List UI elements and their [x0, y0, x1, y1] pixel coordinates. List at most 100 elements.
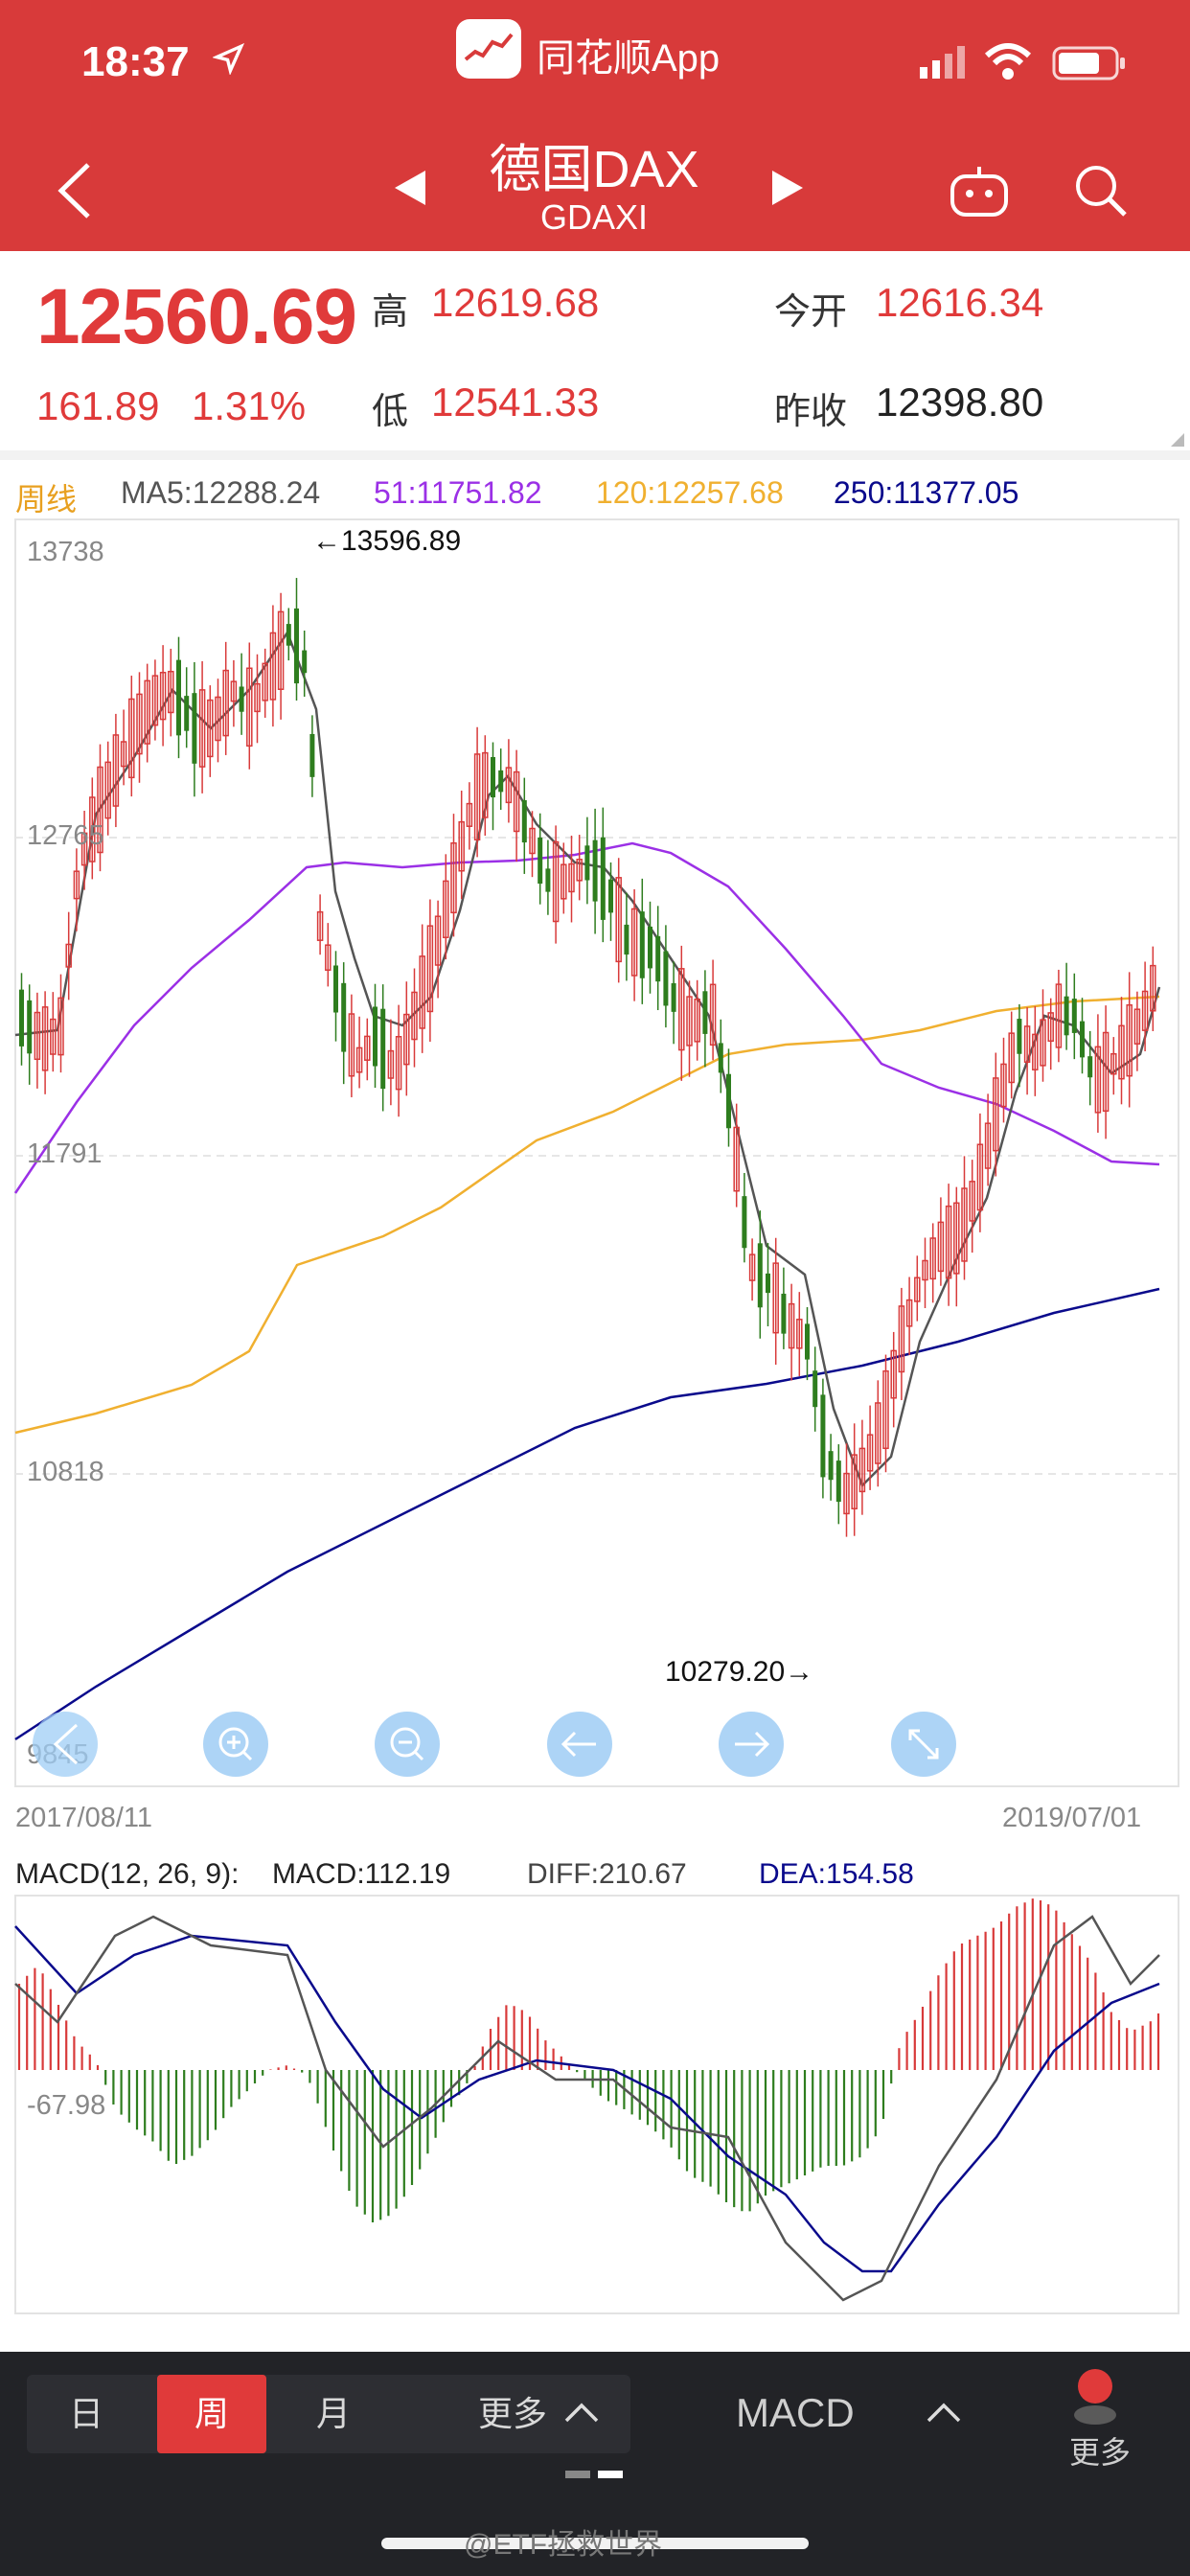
candle-up	[65, 943, 72, 968]
candle-up	[1102, 1031, 1110, 1113]
candle-down	[380, 1008, 386, 1090]
chevron-up-icon[interactable]	[563, 2400, 600, 2425]
more-button[interactable]: 更多	[1069, 2435, 1132, 2470]
candle-up	[458, 820, 465, 872]
candle-up	[41, 1006, 49, 1071]
back-button[interactable]	[56, 161, 94, 220]
candle-up	[961, 1187, 968, 1262]
candle-up	[355, 1046, 363, 1073]
arrow-right-icon[interactable]	[719, 1712, 784, 1777]
y-tick-label: 11791	[27, 1138, 103, 1169]
candle-up	[151, 675, 159, 726]
current-price: 12560.69	[36, 273, 357, 360]
candle-up	[1023, 1025, 1031, 1064]
candle-up	[1150, 964, 1156, 1012]
kline-chart[interactable]: 13738 12765 11791 10818 9845 ←13596.89 1…	[0, 0, 1190, 2348]
tab-more[interactable]: 更多	[477, 2394, 547, 2433]
candle-up	[937, 1221, 945, 1273]
price-change: 161.89	[36, 383, 160, 428]
back-circle-icon[interactable]	[33, 1712, 98, 1777]
candle-down	[742, 1196, 747, 1249]
low-label: 低	[372, 392, 409, 432]
candle-down	[1087, 1056, 1093, 1078]
candle-up	[168, 670, 174, 714]
candle-down	[1071, 999, 1077, 1033]
candle-up	[576, 859, 583, 882]
candle-up	[403, 1013, 410, 1066]
candle-down	[600, 837, 606, 920]
tab-week[interactable]: 周	[157, 2375, 266, 2453]
candle-up	[450, 841, 457, 914]
fullscreen-icon[interactable]	[891, 1712, 956, 1777]
period-label[interactable]: 周线	[15, 482, 78, 517]
candle-down	[491, 756, 495, 798]
tab-day[interactable]: 日	[68, 2394, 103, 2433]
candle-up	[348, 1013, 355, 1077]
candle-up	[796, 1319, 803, 1349]
candle-down	[835, 1460, 841, 1503]
candle-up	[144, 679, 150, 745]
candle-down	[294, 608, 299, 684]
candle-down	[812, 1370, 818, 1408]
indicator-selector[interactable]: MACD	[736, 2390, 855, 2435]
candle-up	[136, 693, 143, 755]
candle-up	[112, 734, 120, 807]
candle-up	[395, 1035, 402, 1091]
candle-up	[851, 1454, 858, 1510]
arrow-left-icon[interactable]	[547, 1712, 612, 1777]
candle-down	[309, 733, 315, 777]
candle-up	[890, 1349, 897, 1399]
candle-up	[89, 796, 96, 862]
macd-chart-frame	[14, 1895, 1179, 2314]
candle-down	[655, 935, 661, 982]
candle-down	[820, 1394, 826, 1478]
candle-up	[1055, 983, 1063, 1048]
candle-down	[176, 659, 181, 736]
candle-down	[648, 926, 652, 969]
candle-up	[552, 840, 560, 923]
next-index-button[interactable]	[768, 169, 807, 207]
robot-assistant-icon[interactable]	[949, 163, 1010, 218]
zoom-out-icon[interactable]	[375, 1712, 440, 1777]
candle-up	[215, 696, 221, 742]
ma5-legend: MA5:12288.24	[121, 475, 321, 510]
candle-up	[1118, 1024, 1125, 1080]
candle-down	[192, 693, 197, 764]
dea-line	[14, 1925, 1160, 2273]
candle-down	[27, 1000, 33, 1054]
zoom-in-icon[interactable]	[203, 1712, 268, 1777]
candle-up	[73, 870, 80, 900]
battery-icon	[1052, 46, 1125, 80]
ma120-legend: 120:12257.68	[596, 475, 784, 510]
diff-value: DIFF:210.67	[527, 1858, 687, 1890]
chevron-up-icon[interactable]	[926, 2400, 962, 2425]
candle-down	[584, 845, 590, 881]
watermark: @ETF拯救世界	[464, 2529, 663, 2561]
candle-down	[333, 965, 338, 1013]
candle-up	[969, 1181, 975, 1222]
candle-up	[709, 983, 717, 1046]
candle-up	[843, 1472, 850, 1515]
low-value: 12541.33	[431, 380, 600, 425]
candle-up	[198, 689, 206, 768]
search-icon[interactable]	[1071, 161, 1129, 218]
candle-up	[561, 863, 567, 900]
expand-corner-icon[interactable]	[1171, 433, 1184, 447]
candle-up	[953, 1202, 960, 1275]
candle-up	[159, 672, 167, 721]
prev-index-button[interactable]	[391, 169, 429, 207]
candle-up	[316, 910, 324, 941]
candle-down	[341, 982, 347, 1052]
candle-up	[513, 770, 520, 833]
candle-up	[207, 699, 214, 758]
tab-month[interactable]: 月	[315, 2394, 351, 2433]
candle-up	[1133, 1008, 1141, 1045]
more-user-icon[interactable]	[1071, 2367, 1119, 2425]
candle-up	[1040, 1019, 1046, 1067]
divider	[0, 450, 1190, 460]
app-header: 18:37 同花顺App 德国DAX GDAXI	[0, 0, 1190, 251]
y-tick-label: 12765	[27, 820, 104, 851]
x-start-label: 2017/08/11	[15, 1803, 152, 1833]
candle-up	[993, 1077, 999, 1152]
candle-up	[914, 1276, 921, 1302]
